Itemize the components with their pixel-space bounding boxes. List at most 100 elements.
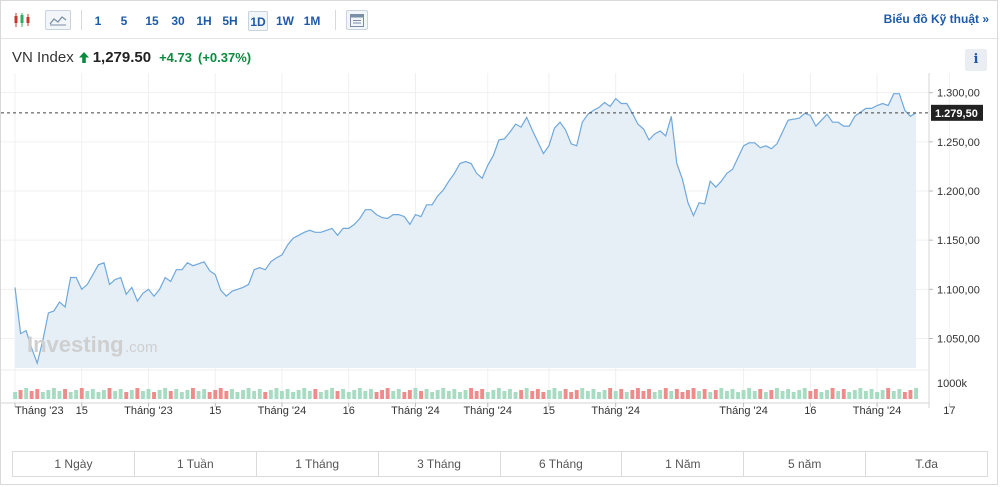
y-tick-label: 1.100,00 — [937, 284, 980, 296]
volume-bar — [185, 390, 190, 399]
volume-bar — [558, 391, 562, 399]
volume-bar — [875, 392, 879, 399]
volume-bar — [29, 391, 34, 399]
indicator-table-icon[interactable] — [346, 10, 368, 30]
volume-bar — [702, 389, 707, 399]
y-axis: 1.300,00 1.250,00 1.200,00 1.150,00 1.100,00… — [929, 88, 983, 390]
volume-bar — [302, 388, 307, 399]
volume-bar — [385, 388, 390, 399]
volume-bar — [597, 392, 601, 399]
volume-bar — [68, 392, 73, 399]
volume-bar — [263, 392, 268, 399]
volume-bar — [502, 391, 507, 399]
area-chart-icon[interactable] — [45, 10, 71, 30]
timeframe-1[interactable]: 1 — [94, 14, 102, 28]
range-button[interactable]: 6 Tháng — [501, 452, 623, 476]
volume-bar — [591, 389, 596, 399]
range-button[interactable]: 5 năm — [744, 452, 867, 476]
volume-bar — [413, 388, 418, 399]
volume-bar — [124, 392, 129, 399]
volume-bar — [463, 390, 468, 399]
volume-bar — [369, 389, 373, 399]
x-tick-label: Tháng '23 — [15, 405, 64, 417]
volume-bar — [157, 390, 162, 399]
volume-bar — [391, 391, 396, 399]
volume-bar — [914, 388, 918, 399]
volume-bar — [446, 391, 451, 399]
volume-bar — [474, 391, 479, 399]
volume-bar — [496, 388, 501, 399]
volume-bar — [118, 389, 123, 399]
timeframe-1w[interactable]: 1W — [276, 14, 294, 28]
volume-bar — [652, 392, 657, 399]
timeframe-30[interactable]: 30 — [171, 14, 185, 28]
volume-bar — [574, 390, 579, 399]
price-area — [1, 93, 929, 368]
volume-bar — [852, 390, 857, 399]
volume-bar — [224, 391, 229, 399]
volume-bar — [813, 389, 818, 399]
range-button[interactable]: 3 Tháng — [379, 452, 501, 476]
volume-bar — [752, 391, 757, 399]
candlestick-icon[interactable] — [11, 10, 33, 30]
range-button[interactable]: 1 Ngày — [13, 452, 135, 476]
volume-bar — [352, 390, 357, 399]
volume-bar — [613, 391, 618, 399]
price-chart[interactable]: 1.300,00 1.250,00 1.200,00 1.150,00 1.100,00… — [1, 73, 999, 423]
timeframe-1m[interactable]: 1M — [303, 14, 321, 28]
volume-bar — [891, 391, 896, 399]
range-button[interactable]: 1 Tháng — [257, 452, 379, 476]
volume-bar — [830, 388, 835, 399]
volume-bar — [880, 390, 885, 399]
technical-chart-link[interactable]: Biểu đồ Kỹ thuật » — [883, 12, 989, 26]
range-button[interactable]: 1 Tuần — [135, 452, 257, 476]
toolbar-separator — [335, 10, 336, 30]
volume-bar — [485, 392, 490, 399]
volume-bar — [252, 391, 257, 399]
range-button[interactable]: T.đa — [915, 457, 938, 471]
volume-bar — [330, 388, 334, 399]
volume-bar — [686, 390, 690, 399]
timeframe-1d[interactable]: 1D — [248, 11, 268, 31]
volume-bar — [363, 391, 368, 399]
watermark-suffix: .com — [125, 339, 158, 356]
volume-bar — [357, 388, 362, 399]
volume-bar — [163, 388, 168, 399]
volume-bar — [480, 389, 485, 399]
volume-bar — [552, 388, 557, 399]
volume-bar — [419, 391, 423, 399]
volume-bar — [380, 390, 384, 399]
volume-bar — [897, 389, 902, 399]
range-button[interactable]: 1 Năm — [622, 452, 745, 476]
last-value-label: 1.279,50 — [935, 108, 978, 120]
up-arrow-icon — [78, 52, 89, 63]
volume-bar — [541, 392, 546, 399]
volume-bar — [902, 392, 907, 399]
volume-bar — [296, 390, 301, 399]
info-button[interactable]: i — [965, 49, 987, 71]
timeframe-5h[interactable]: 5H — [222, 14, 238, 28]
volume-bar — [146, 389, 151, 399]
volume-bar — [374, 392, 379, 399]
volume-bar — [458, 392, 462, 399]
volume-bar — [307, 391, 312, 399]
ticker-price: 1,279.50 — [92, 49, 152, 66]
watermark-brand: Investing — [27, 332, 124, 357]
timeframe-1h[interactable]: 1H — [196, 14, 212, 28]
timeframe-15[interactable]: 15 — [145, 14, 159, 28]
volume-bar — [74, 390, 79, 399]
volume-bar — [174, 389, 179, 399]
volume-bar — [780, 391, 785, 399]
x-tick-label: Tháng '24 — [591, 405, 640, 417]
x-tick-label: 16 — [343, 405, 355, 417]
volume-bar — [35, 389, 40, 399]
volume-bar — [758, 389, 763, 399]
x-tick-label: 15 — [543, 405, 555, 417]
volume-bar — [96, 392, 101, 399]
volume-bar — [886, 388, 891, 399]
timeframe-5[interactable]: 5 — [120, 14, 128, 28]
y-tick-label: 1.250,00 — [937, 137, 980, 149]
volume-bar — [24, 388, 29, 399]
volume-bar — [435, 390, 440, 399]
volume-bar — [274, 388, 279, 399]
